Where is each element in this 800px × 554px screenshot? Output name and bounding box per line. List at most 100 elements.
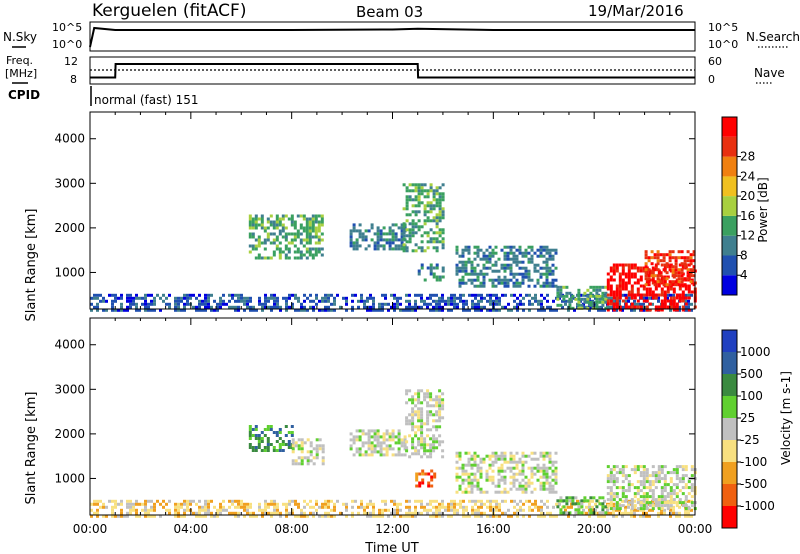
- cell-0: [366, 299, 369, 303]
- cell-8: [606, 465, 610, 469]
- cell-8: [633, 471, 637, 475]
- cell-6: [586, 300, 590, 304]
- cell-0: [294, 514, 297, 518]
- cell-1: [254, 214, 258, 218]
- cell-1: [287, 256, 291, 260]
- cell-0: [495, 302, 498, 306]
- cell-2: [306, 459, 310, 463]
- cell-4: [420, 413, 424, 417]
- cell-3: [423, 183, 427, 187]
- cell-8: [612, 474, 616, 478]
- cell-2: [394, 232, 398, 236]
- cell-5: [470, 281, 474, 285]
- cell-1: [278, 229, 282, 233]
- cell-4: [435, 437, 439, 441]
- cell-0: [243, 308, 246, 312]
- cell-5: [548, 281, 552, 285]
- cell-8: [684, 483, 688, 487]
- cell-0: [309, 505, 312, 509]
- cell-2: [300, 444, 304, 448]
- cell-0: [474, 308, 477, 312]
- cell-0: [396, 302, 399, 306]
- cell-8: [606, 477, 610, 481]
- cell-5: [488, 245, 492, 249]
- cell-0: [372, 308, 375, 312]
- cell-0: [615, 508, 618, 512]
- cell-6: [524, 487, 528, 491]
- cell-0: [438, 308, 441, 312]
- cell-0: [606, 505, 609, 509]
- cell-0: [588, 305, 591, 309]
- cell-3: [391, 429, 395, 433]
- cell-8: [677, 268, 681, 272]
- cell-0: [429, 502, 432, 506]
- cell-1: [314, 220, 318, 224]
- cell-1: [299, 256, 303, 260]
- cell-0: [402, 308, 405, 312]
- cell-0: [234, 308, 237, 312]
- cell-7: [562, 511, 566, 515]
- cell-2: [297, 462, 301, 466]
- cell-0: [672, 508, 675, 512]
- cell-8: [690, 474, 694, 478]
- cell-8: [645, 495, 649, 499]
- cell-6: [473, 460, 477, 464]
- cell-7: [642, 284, 646, 288]
- cell-5: [473, 272, 477, 276]
- ytick-label-1000: 1000: [54, 471, 85, 485]
- cell-6: [467, 481, 471, 485]
- cell-3: [435, 249, 439, 253]
- cell-7: [663, 296, 667, 300]
- cell-7: [618, 305, 622, 309]
- cell-3: [402, 234, 406, 238]
- cell-7: [606, 272, 610, 276]
- cell-1: [260, 226, 264, 230]
- cell-6: [562, 297, 566, 301]
- cell-3: [373, 444, 377, 448]
- cell-3: [438, 213, 442, 217]
- cell-8: [627, 489, 631, 493]
- cell-6: [530, 451, 534, 455]
- cell-4: [405, 389, 409, 393]
- colorbar-swatch-6: [722, 156, 737, 177]
- cell-8: [642, 498, 646, 502]
- cell-5: [542, 281, 546, 285]
- cell-0: [630, 508, 633, 512]
- cell-7: [556, 505, 560, 509]
- cell-7: [609, 266, 613, 270]
- cell-2: [291, 462, 295, 466]
- cell-8: [690, 486, 694, 490]
- cell-0: [480, 505, 483, 509]
- cell-8: [639, 495, 643, 499]
- cell-2: [391, 232, 395, 236]
- cell-0: [288, 499, 291, 503]
- cell-8: [662, 268, 666, 272]
- cell-0: [447, 308, 450, 312]
- cell-6: [548, 454, 552, 458]
- cell-7: [609, 293, 613, 297]
- cell-0: [315, 508, 318, 512]
- cell-0: [90, 296, 93, 300]
- cell-0: [345, 514, 348, 518]
- cell-5: [488, 254, 492, 258]
- cell-5: [476, 272, 480, 276]
- cell-3: [429, 219, 433, 223]
- cell-7: [633, 293, 637, 297]
- cell-4: [420, 263, 424, 267]
- cell-3: [388, 438, 392, 442]
- cell-6: [473, 475, 477, 479]
- cell-0: [684, 499, 687, 503]
- cell-0: [120, 302, 123, 306]
- cell-2: [352, 247, 356, 251]
- cell-3: [367, 444, 371, 448]
- cell-6: [518, 469, 522, 473]
- cell-0: [273, 502, 276, 506]
- cell-3: [432, 198, 436, 202]
- cell-0: [378, 305, 381, 309]
- cell-6: [515, 460, 519, 464]
- cell-3: [441, 207, 445, 211]
- cell-0: [510, 499, 513, 503]
- cell-1: [308, 238, 312, 242]
- cell-1: [281, 440, 285, 443]
- cell-7: [577, 511, 581, 515]
